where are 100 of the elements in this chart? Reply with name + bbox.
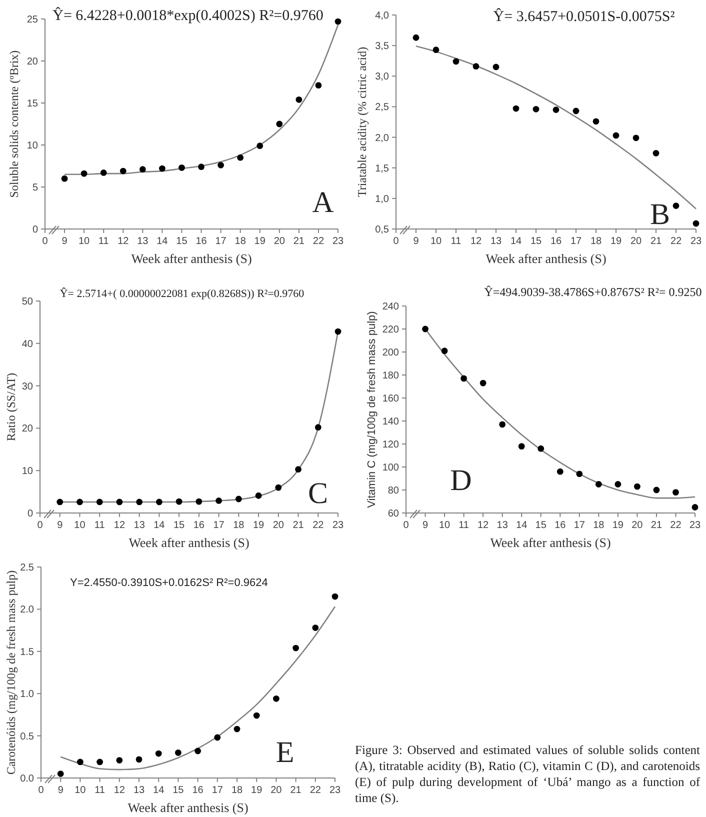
- x-tick-label: 19: [252, 520, 265, 531]
- x-tick-label: 12: [118, 236, 130, 247]
- y-tick-label: 1.0: [20, 689, 34, 700]
- x-tick-label: 12: [114, 520, 126, 531]
- x-tick-label: 16: [550, 236, 562, 247]
- y-tick-label: 15: [26, 98, 38, 110]
- x-tick-label: 13: [496, 520, 508, 531]
- x-tick-label: 9: [58, 785, 64, 796]
- y-tick-label: 4,0: [375, 10, 390, 22]
- point: [255, 492, 262, 499]
- x-tick-label: 16: [554, 520, 566, 531]
- point: [592, 118, 600, 125]
- y-tick-label: 120: [382, 440, 400, 450]
- point: [159, 165, 166, 172]
- x-tick-label: 0: [42, 236, 48, 247]
- point: [692, 504, 698, 510]
- point: [512, 105, 520, 112]
- y-tick-label: 40: [22, 338, 34, 350]
- x-tick-label: 10: [438, 520, 451, 531]
- x-tick-label: 0: [403, 520, 410, 531]
- point: [253, 712, 260, 719]
- y-tick-label: 10: [26, 140, 38, 152]
- point: [194, 748, 201, 754]
- point: [96, 758, 103, 766]
- x-axis-title: Week after anthesis (S): [128, 535, 250, 550]
- x-tick-label: 16: [196, 236, 208, 247]
- point: [214, 734, 221, 741]
- x-tick-label: 9: [422, 520, 428, 531]
- x-tick-label: 11: [94, 520, 106, 531]
- y-tick-label: 3,0: [375, 72, 390, 83]
- point: [100, 170, 107, 176]
- point: [314, 424, 322, 431]
- point: [116, 757, 123, 764]
- y-tick-label: 100: [382, 462, 400, 474]
- y-tick-label: 2,0: [375, 132, 390, 144]
- point: [538, 445, 544, 452]
- y-axis-title: Carotenóids (mg/100g de fresh mass pulp): [4, 570, 18, 775]
- x-tick-label: 12: [478, 520, 490, 531]
- point: [653, 486, 660, 494]
- annotation: C: [308, 477, 328, 510]
- x-tick-label: 11: [98, 236, 110, 247]
- x-tick-label: 9: [413, 236, 420, 247]
- point: [315, 82, 322, 89]
- x-tick-label: 21: [292, 520, 304, 531]
- point: [275, 484, 282, 491]
- x-tick-label: 14: [510, 236, 522, 247]
- y-tick-label: 0.5: [20, 731, 34, 742]
- y-axis-title: Vitamin C (mg/100g de fresh mass pulp): [366, 311, 378, 508]
- point: [56, 498, 64, 506]
- point: [432, 46, 440, 54]
- point: [480, 380, 486, 386]
- x-tick-label: 22: [670, 236, 682, 247]
- point: [296, 96, 302, 103]
- x-tick-label: 16: [193, 520, 205, 531]
- point: [552, 106, 560, 113]
- y-axis-title: Ratio (SS/AT): [4, 372, 18, 442]
- caption: Figure 3: Observed and estimated values of soluble solids content (A), titratable acidity (B), Ratio (C), vitamin C (D), and carotenoids (E) of pulp during development of ‘Ubá’ mango as a function of time (S).: [355, 742, 700, 806]
- point: [237, 154, 244, 161]
- point: [412, 34, 420, 41]
- point: [216, 498, 222, 504]
- point: [556, 468, 564, 475]
- x-tick-label: 14: [154, 520, 166, 531]
- x-tick-label: 13: [133, 785, 145, 796]
- x-tick-label: 23: [332, 520, 344, 531]
- point: [572, 108, 580, 114]
- point: [276, 120, 283, 128]
- y-tick-label: 2.5: [20, 562, 34, 574]
- x-tick-label: 18: [234, 236, 246, 247]
- x-tick-label: 19: [612, 520, 624, 531]
- point: [334, 328, 342, 335]
- y-tick-label: 30: [22, 381, 34, 392]
- x-tick-label: 19: [610, 236, 622, 247]
- x-tick-label: 12: [114, 785, 126, 796]
- y-tick-label: 20: [26, 56, 38, 68]
- point: [634, 483, 640, 490]
- x-tick-label: 13: [134, 520, 146, 531]
- x-tick-label: 18: [231, 785, 243, 796]
- point: [61, 175, 68, 182]
- point: [295, 466, 302, 473]
- point: [175, 749, 182, 756]
- x-tick-label: 10: [430, 236, 442, 247]
- point: [576, 470, 583, 478]
- point: [612, 132, 620, 139]
- x-tick-label: 23: [689, 520, 701, 531]
- x-tick-label: 17: [570, 236, 582, 247]
- x-tick-label: 14: [516, 520, 528, 531]
- point: [652, 150, 660, 156]
- y-tick-label: 25: [26, 14, 38, 26]
- x-tick-label: 21: [293, 236, 305, 247]
- x-axis-title: Week after anthesis (S): [128, 800, 248, 815]
- y-tick-label: 2,5: [375, 102, 390, 114]
- x-tick-label: 17: [215, 236, 227, 247]
- x-tick-label: 17: [574, 520, 586, 531]
- y-tick-label: 2.0: [20, 604, 34, 616]
- x-tick-label: 13: [490, 236, 502, 247]
- point: [57, 770, 64, 777]
- point: [96, 498, 103, 506]
- x-tick-label: 15: [174, 520, 186, 531]
- point: [672, 489, 679, 496]
- x-tick-label: 10: [74, 785, 86, 796]
